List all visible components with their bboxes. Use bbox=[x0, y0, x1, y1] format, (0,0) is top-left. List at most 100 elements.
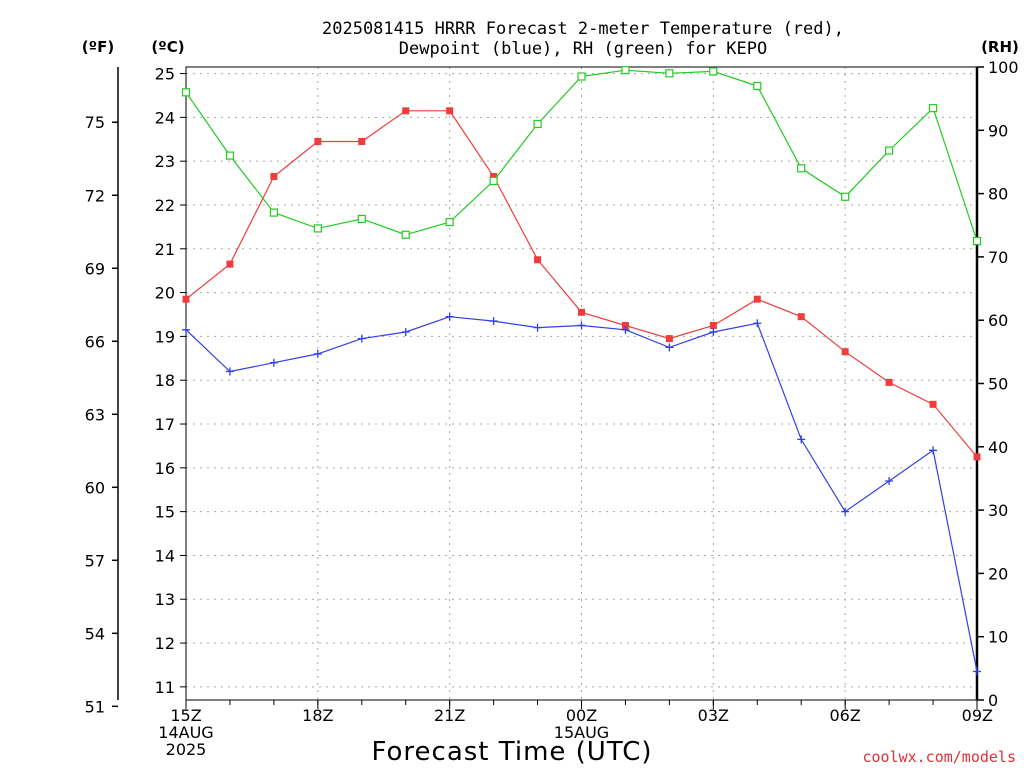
celsius-tick-label: 25 bbox=[155, 65, 175, 84]
x-tick-label: 2025 bbox=[166, 740, 207, 759]
data-point bbox=[445, 312, 454, 321]
data-point bbox=[401, 328, 410, 337]
data-point bbox=[490, 173, 498, 181]
rh-tick-label: 20 bbox=[988, 564, 1008, 583]
x-tick-label: 14AUG bbox=[158, 723, 213, 742]
celsius-tick-label: 13 bbox=[155, 590, 175, 609]
data-point bbox=[929, 446, 938, 455]
data-point bbox=[445, 217, 454, 227]
data-point bbox=[665, 335, 673, 343]
celsius-tick-label: 14 bbox=[155, 546, 175, 565]
data-point bbox=[270, 173, 278, 181]
data-point bbox=[709, 328, 718, 337]
fahrenheit-tick-label: 72 bbox=[85, 186, 105, 205]
data-point bbox=[225, 151, 235, 160]
x-tick-label: 06Z bbox=[830, 706, 861, 725]
series-1 bbox=[182, 312, 981, 676]
fahrenheit-unit-label: (ºF) bbox=[82, 38, 114, 56]
data-point bbox=[665, 69, 674, 78]
data-point bbox=[182, 295, 190, 303]
data-point bbox=[181, 88, 191, 97]
rh-tick-label: 0 bbox=[988, 691, 998, 710]
data-point bbox=[313, 349, 322, 358]
data-point bbox=[269, 208, 278, 217]
data-point bbox=[928, 104, 938, 113]
data-point bbox=[357, 334, 366, 343]
data-point bbox=[446, 107, 454, 115]
data-point bbox=[841, 507, 850, 516]
title-line-1: 2025081415 HRRR Forecast 2-meter Tempera… bbox=[322, 19, 844, 39]
celsius-tick-label: 11 bbox=[155, 678, 175, 697]
celsius-tick-label: 15 bbox=[155, 503, 175, 522]
data-point bbox=[577, 321, 586, 330]
data-point bbox=[797, 313, 805, 321]
x-tick-label: 03Z bbox=[698, 706, 729, 725]
rh-tick-label: 40 bbox=[988, 438, 1008, 457]
rh-unit-label: (RH) bbox=[981, 38, 1019, 56]
fahrenheit-tick-label: 51 bbox=[85, 697, 105, 716]
credit-link[interactable]: coolwx.com/models bbox=[862, 748, 1016, 766]
data-point bbox=[841, 348, 849, 356]
celsius-tick-label: 19 bbox=[155, 327, 175, 346]
fahrenheit-axis: 51 54 57 60 63 66 69 72 75 bbox=[85, 113, 118, 716]
data-point bbox=[621, 325, 630, 334]
data-point bbox=[402, 107, 410, 115]
data-point bbox=[885, 378, 893, 386]
celsius-tick-label: 21 bbox=[155, 240, 175, 259]
rh-tick-label: 80 bbox=[988, 185, 1008, 204]
fahrenheit-tick-label: 60 bbox=[85, 478, 105, 497]
data-point bbox=[797, 435, 806, 444]
data-point bbox=[973, 453, 981, 461]
data-point bbox=[533, 119, 542, 129]
data-point bbox=[621, 321, 629, 329]
fahrenheit-tick-label: 54 bbox=[85, 624, 105, 643]
fahrenheit-tick-label: 57 bbox=[85, 551, 105, 570]
x-axis-label: Forecast Time (UTC) bbox=[371, 737, 652, 767]
data-point bbox=[709, 321, 717, 329]
celsius-axis: 11 12 13 14 15 16 17 18 19 20 21 22 23 24 25 bbox=[155, 65, 186, 697]
celsius-tick-label: 20 bbox=[155, 284, 175, 303]
data-point bbox=[929, 400, 937, 408]
data-point bbox=[753, 81, 762, 91]
data-point bbox=[182, 325, 190, 334]
data-point bbox=[797, 164, 806, 173]
rh-tick-label: 10 bbox=[988, 628, 1008, 647]
celsius-unit-label: (ºC) bbox=[151, 38, 184, 56]
data-point bbox=[885, 146, 894, 155]
data-point bbox=[885, 476, 894, 485]
x-tick-label: 15Z bbox=[170, 706, 201, 725]
data-point bbox=[578, 308, 585, 316]
grid-lines bbox=[185, 67, 978, 700]
celsius-tick-label: 24 bbox=[155, 108, 175, 127]
celsius-tick-label: 23 bbox=[155, 152, 175, 171]
series-0 bbox=[182, 107, 981, 461]
rh-tick-label: 30 bbox=[988, 501, 1008, 520]
data-point bbox=[841, 192, 850, 201]
series-layer bbox=[181, 66, 982, 676]
celsius-tick-label: 12 bbox=[155, 634, 175, 653]
celsius-tick-label: 17 bbox=[155, 415, 175, 434]
celsius-tick-label: 22 bbox=[155, 196, 175, 215]
data-point bbox=[665, 343, 674, 352]
data-point bbox=[533, 323, 542, 332]
rh-tick-label: 60 bbox=[988, 311, 1008, 330]
data-point bbox=[972, 236, 982, 246]
rh-tick-label: 90 bbox=[988, 121, 1008, 140]
data-point bbox=[313, 224, 322, 233]
data-point bbox=[577, 72, 586, 81]
x-tick-label: 09Z bbox=[962, 706, 993, 725]
rh-tick-label: 70 bbox=[988, 248, 1008, 267]
rh-tick-label: 50 bbox=[988, 375, 1008, 394]
data-point bbox=[709, 67, 718, 76]
fahrenheit-tick-label: 63 bbox=[85, 405, 105, 424]
data-point bbox=[401, 230, 410, 239]
series-2 bbox=[181, 66, 982, 246]
data-point bbox=[489, 317, 498, 326]
rh-tick-label: 100 bbox=[988, 58, 1019, 77]
data-point bbox=[225, 367, 234, 376]
x-tick-label: 21Z bbox=[434, 706, 465, 725]
celsius-tick-label: 18 bbox=[155, 371, 175, 390]
fahrenheit-tick-label: 66 bbox=[85, 332, 105, 351]
data-point bbox=[314, 137, 322, 145]
